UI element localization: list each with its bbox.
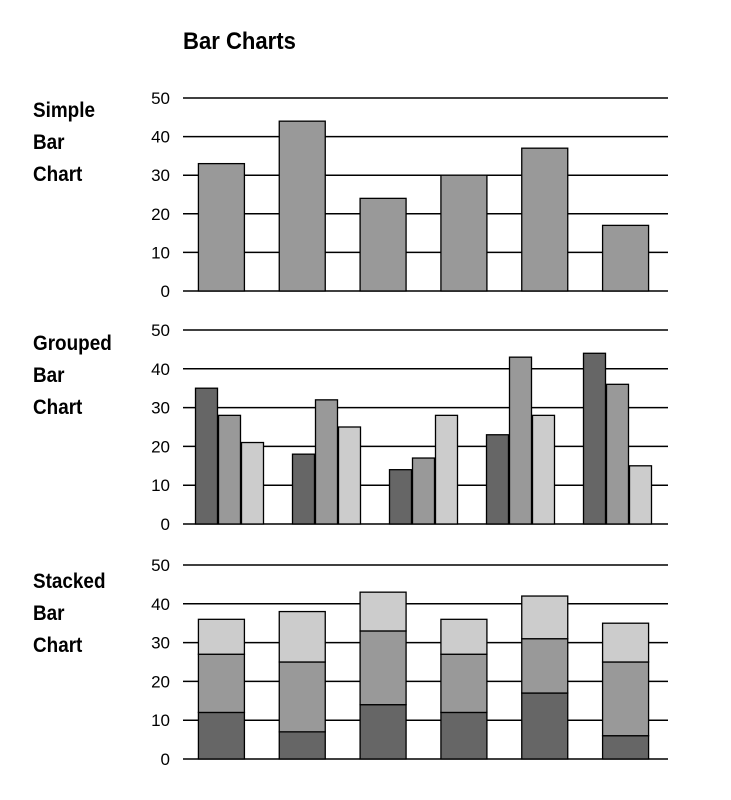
bar [521,147,569,292]
grouped-bar [411,457,436,525]
grouped-bar [314,399,339,525]
label-line: Simple [33,99,95,122]
stacked-bar-segment [440,618,488,655]
grouped-bar [217,414,242,525]
y-tick-label: 0 [161,515,170,534]
stacked-bar-segment [197,653,246,714]
stacked-bar-segment [359,630,407,706]
grouped-bar [291,453,316,525]
grouped-bar-chart-label: Grouped Bar Chart [33,328,112,424]
y-tick-label: 50 [151,321,170,340]
stacked-bar-segment [601,622,650,663]
label-line: Stacked [33,570,106,593]
grouped-bar [508,356,533,525]
bar [278,120,326,292]
grouped-bar [582,352,607,525]
stacked-bar-segment [359,591,407,632]
stacked-bar-segment [521,595,569,640]
y-tick-label: 40 [151,360,170,379]
stacked-bar-segment [359,704,407,760]
y-tick-label: 0 [161,282,170,301]
stacked-bar-segment [440,711,488,760]
grouped-bar [485,434,510,525]
y-tick-label: 10 [151,711,170,730]
label-line: Chart [33,396,83,419]
bar [440,174,488,292]
label-line: Bar [33,131,65,154]
stacked-bar-segment [278,610,326,663]
stacked-bar-chart-label: Stacked Bar Chart [33,566,105,662]
stacked-bar-segment [601,735,650,760]
label-line: Bar [33,602,65,625]
y-tick-label: 30 [151,166,170,185]
grouped-bar [628,465,653,525]
grouped-bar [240,441,265,525]
stacked-bar-segment [197,618,246,655]
grouped-bar [434,414,459,525]
y-tick-label: 30 [151,634,170,653]
stacked-bar-segment [278,661,326,733]
stacked-bar-segment [521,692,569,760]
label-line: Chart [33,163,83,186]
grouped-bar [388,469,413,525]
bar [601,224,650,292]
stacked-bar-segment [278,731,326,760]
stacked-bar-segment [601,661,650,737]
y-tick-label: 40 [151,128,170,147]
y-tick-label: 50 [151,89,170,108]
label-line: Grouped [33,332,112,355]
stacked-bar-segment [197,711,246,760]
y-tick-label: 0 [161,750,170,769]
y-tick-label: 20 [151,437,170,456]
stacked-bar-segment [521,638,569,694]
grouped-bar [531,414,556,525]
label-line: Chart [33,634,83,657]
y-tick-label: 30 [151,399,170,418]
y-tick-label: 10 [151,476,170,495]
stacked-bar-segment [440,653,488,714]
page-title: Bar Charts [183,28,296,55]
y-tick-label: 50 [151,556,170,575]
bar [197,162,246,292]
y-tick-label: 20 [151,672,170,691]
y-tick-label: 20 [151,205,170,224]
grouped-bar [337,426,362,525]
bar [359,197,407,292]
simple-bar-chart-label: Simple Bar Chart [33,95,95,191]
y-tick-label: 10 [151,243,170,262]
label-line: Bar [33,364,65,387]
y-tick-label: 40 [151,595,170,614]
grouped-bar [194,387,219,525]
grouped-bar [605,383,630,525]
